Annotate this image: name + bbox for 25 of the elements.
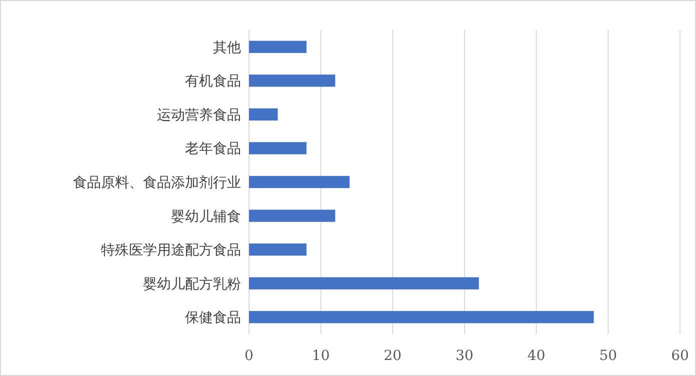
bar <box>249 210 336 222</box>
y-tick-label: 特殊医学用途配方食品 <box>101 242 241 259</box>
y-tick-label: 食品原料、食品添加剂行业 <box>73 175 241 191</box>
x-tick-label: 60 <box>671 348 689 364</box>
y-tick-label: 婴幼儿配方乳粉 <box>143 276 241 292</box>
bar <box>249 277 479 290</box>
bar <box>249 108 278 121</box>
bar <box>249 243 306 256</box>
x-tick-label: 20 <box>384 348 402 364</box>
x-tick-label: 40 <box>527 348 546 364</box>
y-tick-label: 婴幼儿辅食 <box>171 208 241 225</box>
bar <box>249 176 350 188</box>
bar <box>249 40 306 53</box>
y-tick-label: 老年食品 <box>185 141 241 158</box>
y-tick-label: 运动营养食品 <box>157 107 241 124</box>
y-tick-label: 保健食品 <box>185 310 241 326</box>
bar <box>249 74 336 87</box>
x-tick-label: 0 <box>244 348 254 364</box>
bar <box>249 142 306 154</box>
y-tick-label: 其他 <box>213 40 241 56</box>
y-tick-label: 有机食品 <box>185 74 241 90</box>
x-tick-label: 10 <box>312 348 330 364</box>
x-tick-label: 30 <box>456 348 474 364</box>
x-tick-label: 50 <box>599 348 618 364</box>
bar <box>249 311 594 324</box>
